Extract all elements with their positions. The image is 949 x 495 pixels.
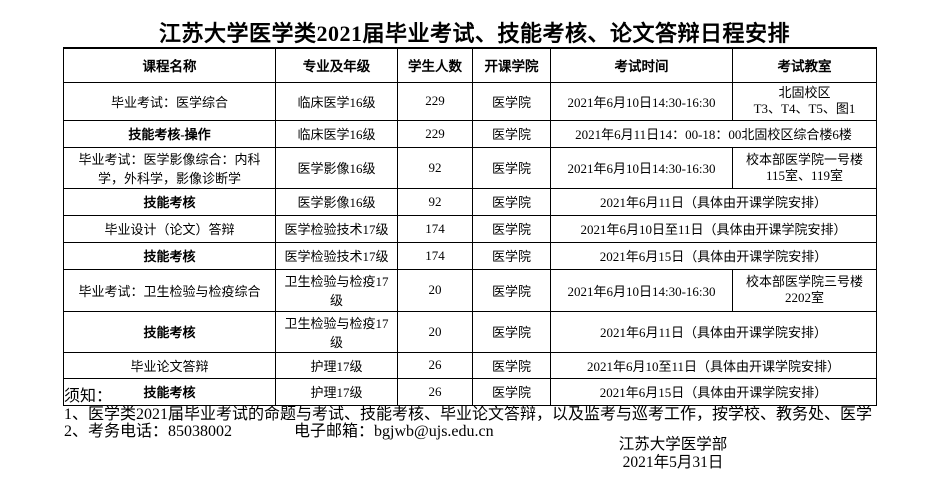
cell-course: 毕业论文答辩 [63,351,276,379]
cell-course: 毕业考试：卫生检验与检疫综合 [63,268,276,312]
cell-course: 技能考核 [63,377,276,406]
cell-major: 医学影像16级 [275,187,398,216]
cell-time-room: 2021年6月15日（具体由开课学院安排） [550,241,877,270]
cell-college: 医学院 [472,214,551,243]
schedule-table: 课程名称 专业及年级 学生人数 开课学院 考试时间 考试教室 毕业考试：医学综合… [63,47,877,406]
header-row: 课程名称 专业及年级 学生人数 开课学院 考试时间 考试教室 [63,47,877,83]
notes-phone: 2、考务电话：85038002 [64,423,233,440]
cell-college: 医学院 [472,377,551,406]
cell-time: 2021年6月10日14:30-16:30 [550,268,733,312]
cell-room: 校本部医学院三号楼 2202室 [732,268,877,312]
header-room: 考试教室 [732,47,877,83]
signature-date: 2021年5月31日 [622,454,724,471]
cell-course: 技能考核 [63,241,276,270]
cell-time: 2021年6月10日14:30-16:30 [550,81,733,121]
header-time: 考试时间 [550,47,733,83]
cell-college: 医学院 [472,146,551,189]
cell-students: 20 [397,310,473,353]
cell-course: 技能考核 [63,187,276,216]
cell-time-room: 2021年6月11日（具体由开课学院安排） [550,187,877,216]
notes-section: 须知： 1、医学类2021届毕业考试的命题与考试、技能考核、毕业论文答辩，以及监… [64,388,934,441]
cell-students: 174 [397,214,473,243]
signature-block: 江苏大学医学部 2021年5月31日 [573,436,773,472]
table-row: 毕业考试：医学影像综合：内科学，外科学，影像诊断学 医学影像16级 92 医学院… [63,146,877,189]
cell-major: 临床医学16级 [275,81,398,121]
cell-college: 医学院 [472,351,551,379]
cell-time-room: 2021年6月10至11日（具体由开课学院安排） [550,351,877,379]
cell-major: 医学检验技术17级 [275,241,398,270]
cell-course: 毕业设计（论文）答辩 [63,214,276,243]
cell-time-room: 2021年6月11日（具体由开课学院安排） [550,310,877,353]
cell-course: 毕业考试：医学综合 [63,81,276,121]
cell-major: 卫生检验与检疫17级 [275,310,398,353]
header-course: 课程名称 [63,47,276,83]
cell-room: 北固校区 T3、T4、T5、图1 [732,81,877,121]
table-row: 毕业论文答辩 护理17级 26 医学院 2021年6月10至11日（具体由开课学… [63,351,877,379]
table-row: 技能考核 医学影像16级 92 医学院 2021年6月11日（具体由开课学院安排… [63,187,877,216]
table-row: 毕业考试：卫生检验与检疫综合 卫生检验与检疫17级 20 医学院 2021年6月… [63,268,877,312]
table-row: 技能考核-操作 临床医学16级 229 医学院 2021年6月11日14：00-… [63,119,877,148]
cell-college: 医学院 [472,81,551,121]
cell-students: 174 [397,241,473,270]
cell-major: 卫生检验与检疫17级 [275,268,398,312]
cell-time-room: 2021年6月10日至11日（具体由开课学院安排） [550,214,877,243]
cell-time-room: 2021年6月11日14：00-18：00北固校区综合楼6楼 [550,119,877,148]
cell-college: 医学院 [472,268,551,312]
table-row: 毕业设计（论文）答辩 医学检验技术17级 174 医学院 2021年6月10日至… [63,214,877,243]
cell-students: 92 [397,187,473,216]
cell-course: 技能考核-操作 [63,119,276,148]
table-row: 技能考核 护理17级 26 医学院 2021年6月15日（具体由开课学院安排） [63,377,877,406]
cell-major: 医学影像16级 [275,146,398,189]
notes-heading: 须知： [64,388,113,405]
cell-time-room: 2021年6月15日（具体由开课学院安排） [550,377,877,406]
cell-room: 校本部医学院一号楼 115室、119室 [732,146,877,189]
header-major: 专业及年级 [275,47,398,83]
cell-time: 2021年6月10日14:30-16:30 [550,146,733,189]
cell-course: 技能考核 [63,310,276,353]
notes-email: 电子邮箱：bgjwb@ujs.edu.cn [294,423,494,440]
cell-students: 229 [397,119,473,148]
cell-college: 医学院 [472,241,551,270]
cell-students: 20 [397,268,473,312]
cell-major: 医学检验技术17级 [275,214,398,243]
cell-course: 毕业考试：医学影像综合：内科学，外科学，影像诊断学 [63,146,276,189]
table-row: 技能考核 卫生检验与检疫17级 20 医学院 2021年6月11日（具体由开课学… [63,310,877,353]
notes-line2: 2、考务电话：85038002 电子邮箱：bgjwb@ujs.edu.cn [64,423,934,441]
cell-students: 92 [397,146,473,189]
cell-students: 26 [397,351,473,379]
header-college: 开课学院 [472,47,551,83]
cell-college: 医学院 [472,310,551,353]
table-row: 技能考核 医学检验技术17级 174 医学院 2021年6月15日（具体由开课学… [63,241,877,270]
cell-students: 229 [397,81,473,121]
cell-college: 医学院 [472,187,551,216]
header-students: 学生人数 [397,47,473,83]
cell-college: 医学院 [472,119,551,148]
cell-major: 护理17级 [275,377,398,406]
page-title: 江苏大学医学类2021届毕业考试、技能考核、论文答辩日程安排 [158,21,790,46]
cell-major: 护理17级 [275,351,398,379]
cell-major: 临床医学16级 [275,119,398,148]
notes-line1: 1、医学类2021届毕业考试的命题与考试、技能考核、毕业论文答辩，以及监考与巡考… [64,405,873,423]
table-row: 毕业考试：医学综合 临床医学16级 229 医学院 2021年6月10日14:3… [63,81,877,121]
signature-org: 江苏大学医学部 [618,436,728,453]
